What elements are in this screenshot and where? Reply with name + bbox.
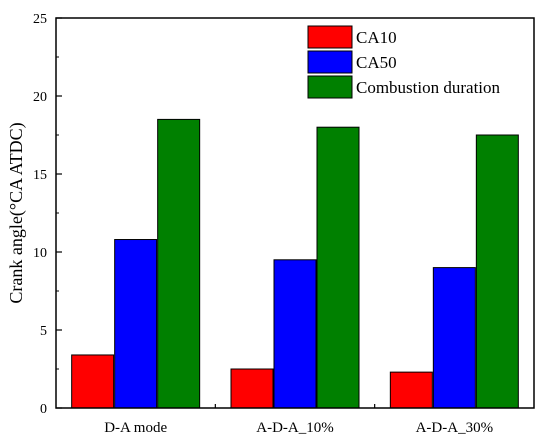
bars-layer	[71, 118, 519, 409]
bar-ca50-2	[432, 267, 476, 409]
y-axis: 0 5 10 15 20 25	[33, 12, 62, 417]
y-tick-label: 0	[40, 402, 47, 417]
bar-ca50-0	[114, 239, 158, 409]
bar-combustion-duration-2	[475, 134, 519, 409]
x-category-label: A-D-A_30%	[416, 420, 493, 436]
legend-label: CA10	[356, 28, 397, 47]
y-tick-label: 5	[40, 324, 47, 339]
legend: CA10 CA50 Combustion duration	[307, 25, 501, 99]
legend-swatch	[307, 75, 353, 99]
legend-swatch	[307, 25, 353, 49]
bar-ca10-1	[230, 368, 274, 409]
bar-ca50-1	[273, 259, 317, 409]
y-axis-title: Crank angle(°CA ATDC)	[6, 122, 27, 303]
y-tick-label: 15	[33, 168, 47, 183]
legend-label: CA50	[356, 53, 397, 72]
x-category-label: A-D-A_10%	[256, 420, 333, 436]
bar-combustion-duration-1	[316, 126, 360, 409]
y-tick-label: 20	[33, 90, 47, 105]
x-category-label: D-A mode	[104, 420, 167, 436]
bar-ca10-2	[389, 371, 433, 409]
bar-ca10-0	[71, 354, 115, 409]
legend-swatch	[307, 50, 353, 74]
y-tick-label: 10	[33, 246, 47, 261]
bar-combustion-duration-0	[157, 118, 201, 409]
y-tick-label: 25	[33, 12, 47, 27]
legend-label: Combustion duration	[356, 78, 501, 97]
x-axis: D-A mode A-D-A_10% A-D-A_30%	[104, 404, 493, 436]
